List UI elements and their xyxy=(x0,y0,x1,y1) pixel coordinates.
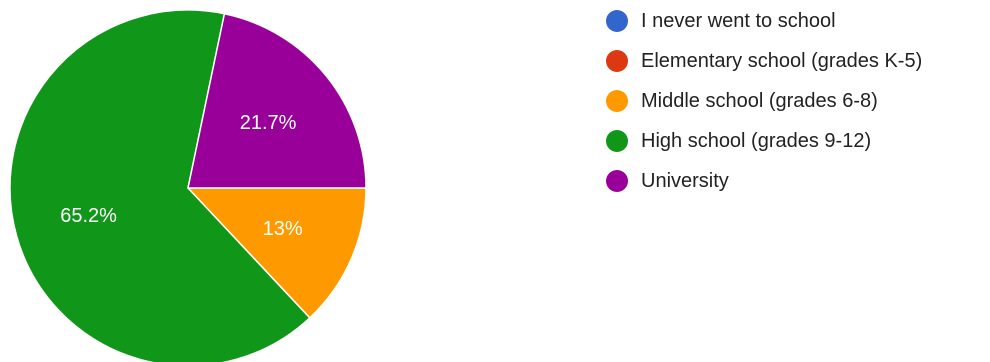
legend-swatch-4 xyxy=(606,170,628,192)
pie-slice-label-2: 13% xyxy=(263,218,303,240)
legend-swatch-0 xyxy=(606,10,628,32)
legend-label-0: I never went to school xyxy=(641,10,836,32)
legend-swatch-2 xyxy=(606,90,628,112)
legend-item-2: Middle school (grades 6-8) xyxy=(606,88,922,114)
legend-swatch-1 xyxy=(606,50,628,72)
pie-slice-labels: 13% 65.2% 21.7% xyxy=(60,112,303,240)
legend-swatch-3 xyxy=(606,130,628,152)
pie-slice-4 xyxy=(187,12,367,189)
pie-slice-label-3: 65.2% xyxy=(60,205,117,227)
legend-item-3: High school (grades 9-12) xyxy=(606,128,922,154)
legend-item-0: I never went to school xyxy=(606,8,922,34)
legend-label-4: University xyxy=(641,170,729,192)
legend-label-2: Middle school (grades 6-8) xyxy=(641,90,878,112)
pie-slice-3 xyxy=(9,9,311,362)
legend-item-1: Elementary school (grades K-5) xyxy=(606,48,922,74)
legend-label-3: High school (grades 9-12) xyxy=(641,130,872,152)
pie-slices xyxy=(9,9,367,362)
legend-label-1: Elementary school (grades K-5) xyxy=(641,50,923,72)
chart-legend: I never went to school Elementary school … xyxy=(606,8,922,208)
legend-item-4: University xyxy=(606,168,922,194)
pie-slice-label-4: 21.7% xyxy=(240,112,297,134)
pie-slice-2 xyxy=(186,187,367,319)
